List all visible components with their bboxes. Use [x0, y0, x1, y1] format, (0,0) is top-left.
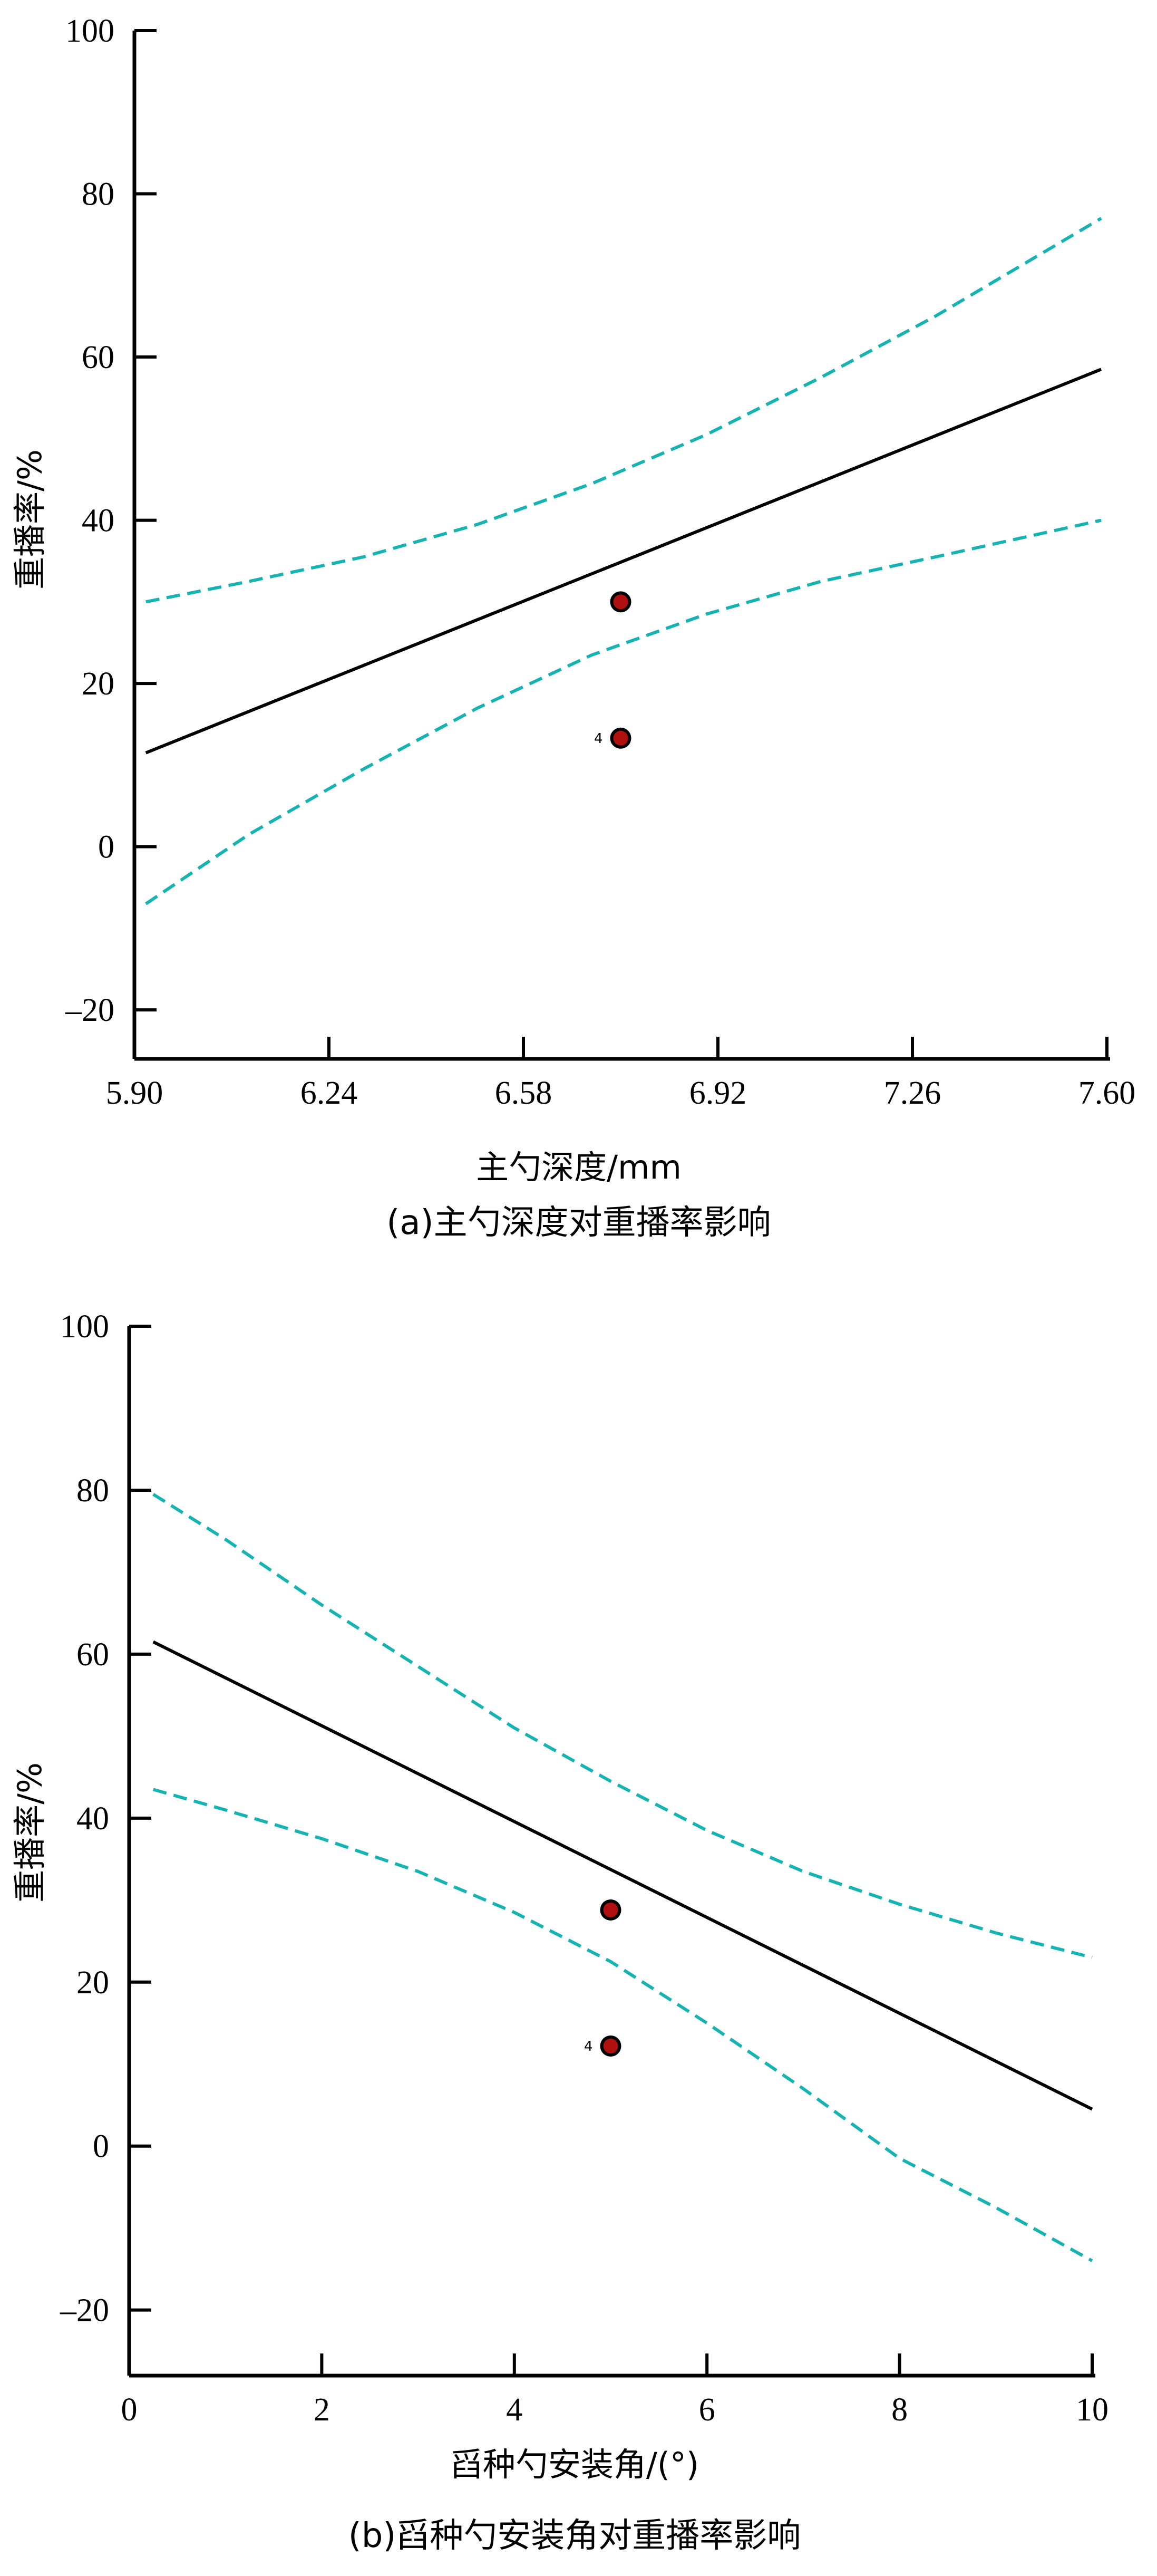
- chart-b-x-tick-label: 2: [314, 2392, 330, 2428]
- chart-b-y-tick-label: 20: [76, 1965, 109, 2001]
- chart-a-ylabel: 重播率/%: [11, 449, 49, 590]
- chart-panel-b: 4 100 80 60 40 20 0 –20 0 2 4 6 8 10 舀种勺安装角/(°) 重播率/…: [0, 1287, 1157, 2576]
- chart-a-series-layer: [145, 217, 1102, 905]
- chart-a-axes-layer: 100 80 60 40 20 0 –20 5.90 6.24 6.58 6.92 7.26 7.60: [65, 13, 1135, 1111]
- chart-a-points-layer: 4: [594, 591, 631, 749]
- chart-b-y-tick-label: 100: [60, 1309, 109, 1345]
- chart-a-x-tick-label: 6.58: [495, 1075, 552, 1111]
- chart-b-series-lower: [152, 1788, 1093, 2262]
- chart-a-x-tick-label: 7.60: [1078, 1075, 1136, 1111]
- chart-a-point-1: [613, 730, 628, 746]
- chart-b-point-0: [603, 1902, 618, 1917]
- chart-a-y-tick-label: 80: [82, 177, 114, 213]
- chart-b-axes-layer: 100 80 60 40 20 0 –20 0 2 4 6 8 10: [60, 1309, 1109, 2428]
- chart-panel-a: 4 100 80 60 40 20 0 –20 5.90 6.24 6.58 6.92 7.26 7.6…: [0, 0, 1157, 1287]
- chart-b-y-tick-label: 60: [76, 1637, 109, 1673]
- chart-b-svg: 4 100 80 60 40 20 0 –20 0 2 4 6 8 10 舀种勺安装角/(°) 重播率/…: [11, 1309, 1109, 2555]
- chart-b-y-tick-label: 80: [76, 1473, 109, 1509]
- chart-a-y-tick-label: 60: [82, 340, 114, 375]
- chart-b-series-fit: [152, 1640, 1093, 2111]
- chart-b-series-upper: [152, 1493, 1093, 1960]
- chart-b-xlabel: 舀种勺安装角/(°): [450, 2445, 699, 2484]
- chart-a-series-fit: [145, 368, 1102, 755]
- chart-b-x-tick-label: 0: [121, 2392, 138, 2428]
- chart-a-x-tick-label: 5.90: [106, 1075, 163, 1111]
- chart-a-y-tick-label: 100: [65, 13, 114, 49]
- chart-a-y-tick-label: 0: [98, 829, 114, 865]
- chart-a-point-label-1: 4: [594, 731, 603, 747]
- chart-b-ylabel: 重播率/%: [11, 1762, 49, 1903]
- chart-b-point-label-1: 4: [584, 2039, 593, 2054]
- chart-a-svg: 4 100 80 60 40 20 0 –20 5.90 6.24 6.58 6.92 7.26 7.6…: [11, 13, 1135, 1242]
- chart-a-x-tick-label: 6.92: [689, 1075, 747, 1111]
- chart-b-x-tick-label: 4: [506, 2392, 522, 2428]
- chart-b-point-1: [603, 2039, 618, 2054]
- chart-a-series-lower: [145, 518, 1102, 905]
- chart-a-y-tick-label: –20: [65, 992, 114, 1028]
- chart-b-y-tick-label: 40: [76, 1801, 109, 1837]
- chart-a-series-upper: [145, 217, 1102, 604]
- chart-a-y-tick-label: 20: [82, 666, 114, 702]
- chart-a-x-tick-label: 6.24: [300, 1075, 358, 1111]
- chart-b-y-tick-label: 0: [93, 2129, 109, 2165]
- chart-a-x-tick-label: 7.26: [884, 1075, 941, 1111]
- chart-a-y-tick-label: 40: [82, 503, 114, 539]
- chart-b-x-tick-label: 6: [699, 2392, 715, 2428]
- chart-a-xlabel: 主勺深度/mm: [476, 1148, 682, 1186]
- chart-b-y-tick-label: –20: [60, 2293, 109, 2329]
- chart-a-caption: (a)主勺深度对重播率影响: [386, 1203, 771, 1242]
- chart-a-point-0: [613, 594, 628, 610]
- chart-b-series-layer: [152, 1493, 1093, 2262]
- chart-b-caption: (b)舀种勺安装角对重播率影响: [348, 2516, 801, 2555]
- chart-b-x-tick-label: 8: [891, 2392, 908, 2428]
- chart-b-points-layer: 4: [584, 1899, 621, 2057]
- chart-b-x-tick-label: 10: [1076, 2392, 1109, 2428]
